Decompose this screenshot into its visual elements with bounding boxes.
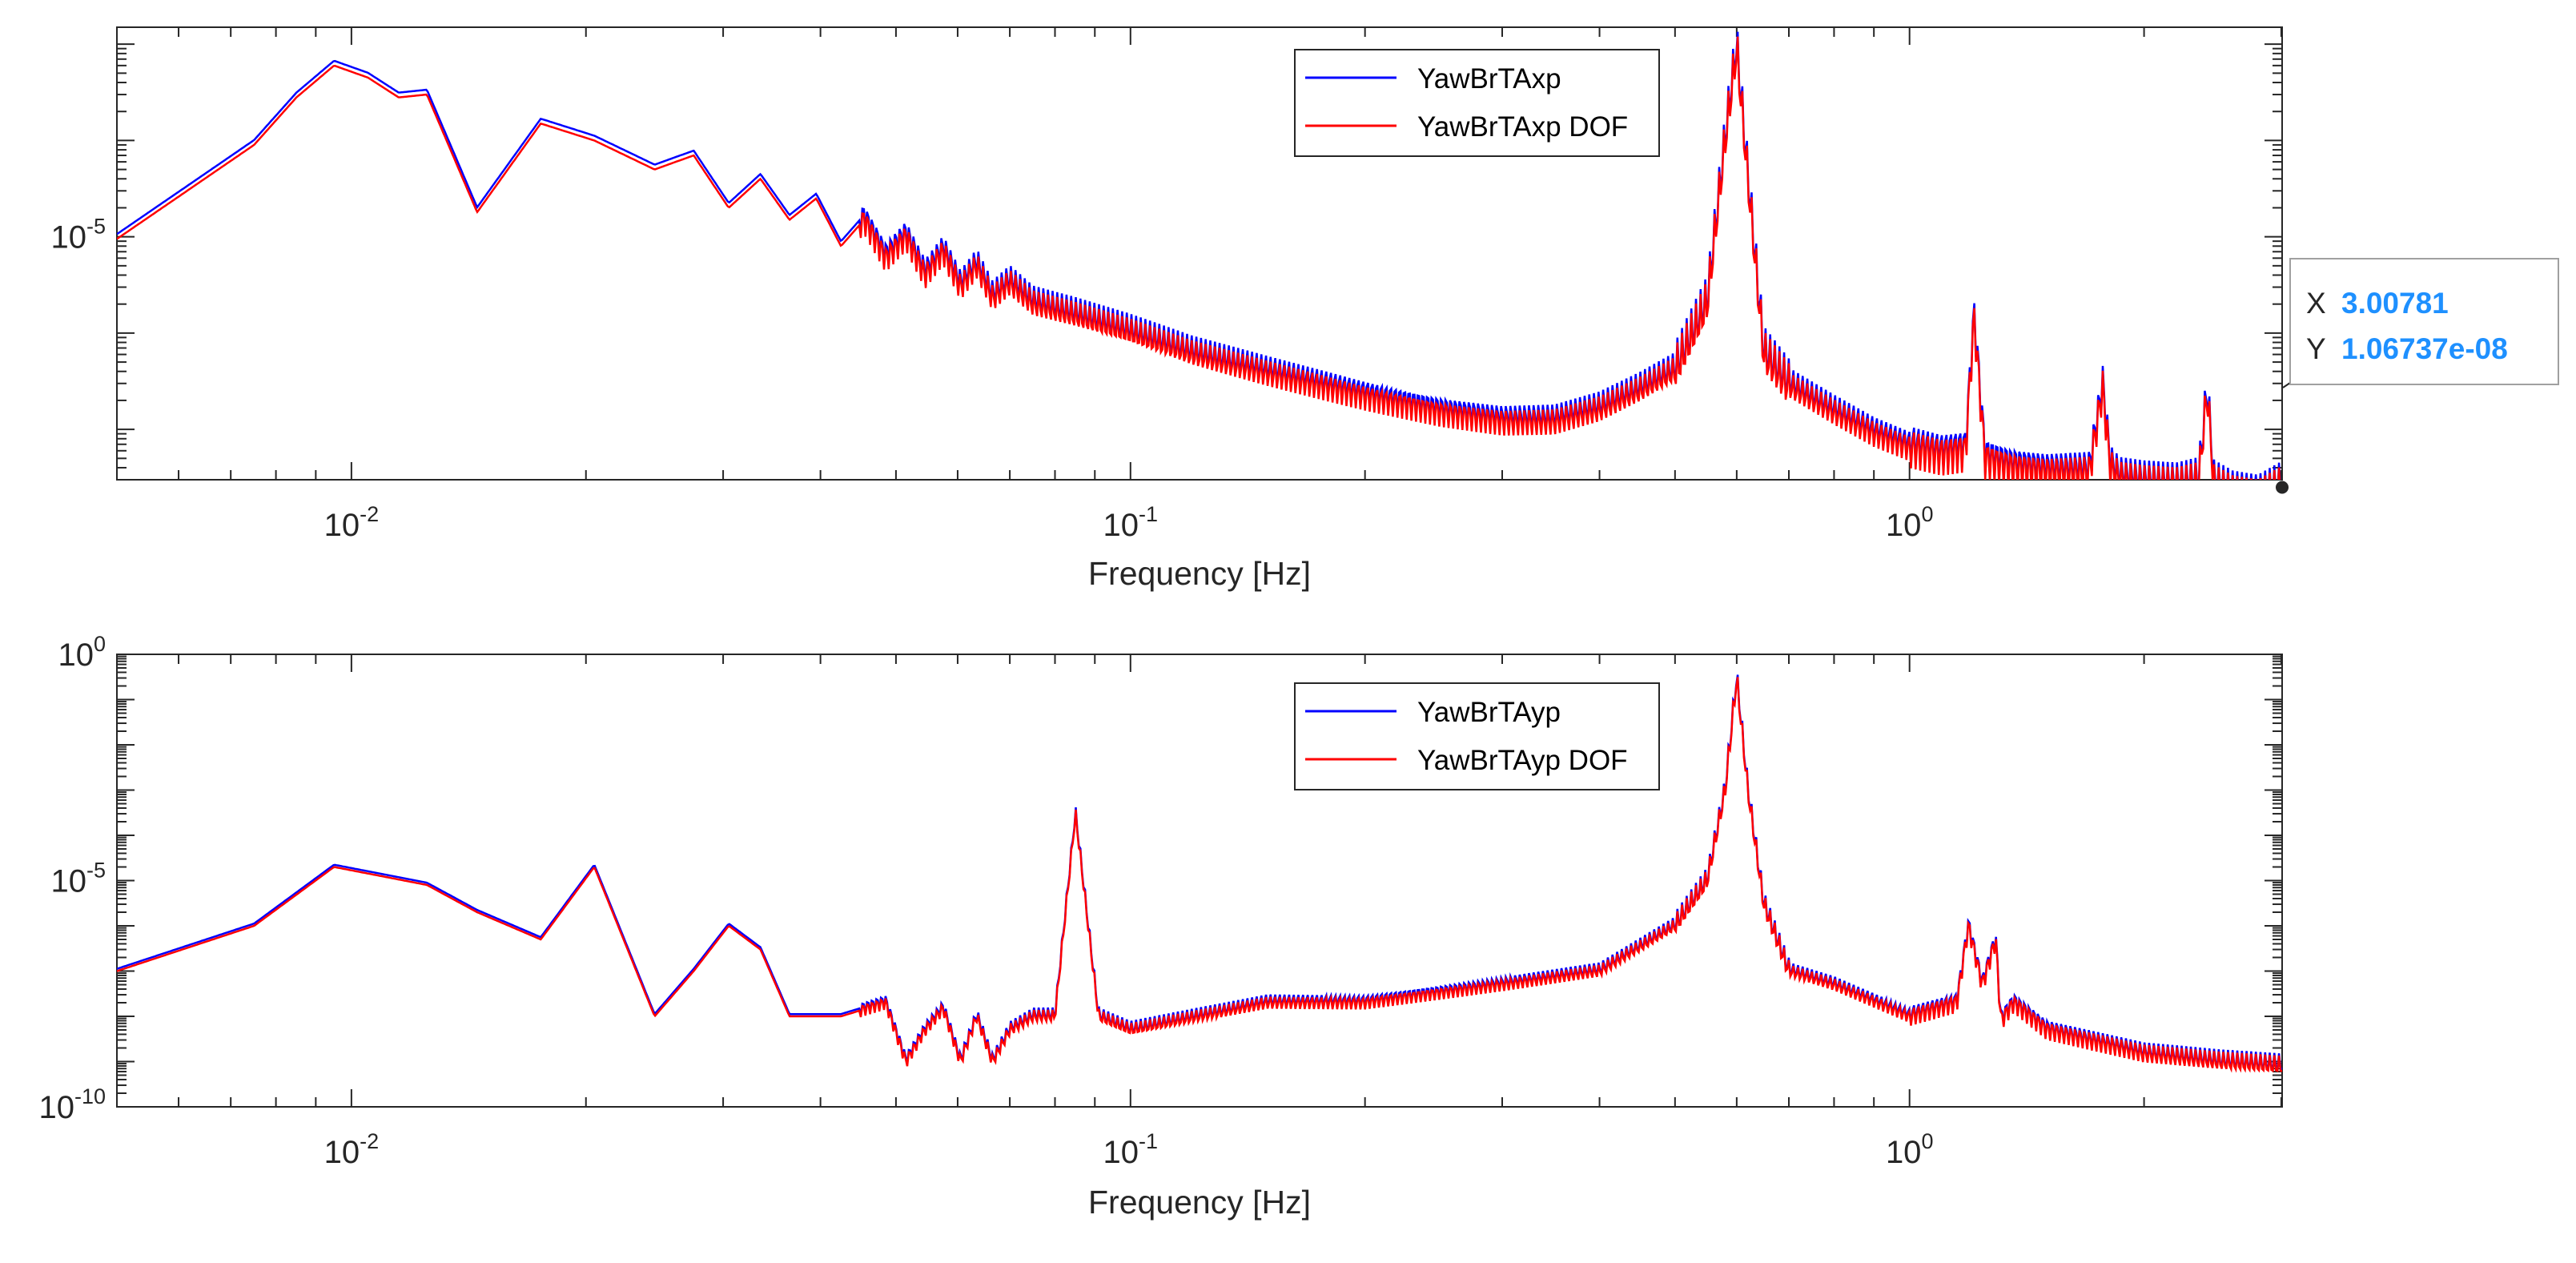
bottom-plot-area (116, 654, 2283, 1108)
top-legend-label-1: YawBrTAxp (1417, 63, 1561, 95)
bottom-series-group (117, 674, 2282, 1073)
data-tip-leader (2282, 382, 2291, 388)
top-legend-label-2: YawBrTAxp DOF (1417, 111, 1628, 143)
x-tick-label: 100 (1886, 1129, 1934, 1170)
x-tick-label: 10-2 (324, 1129, 380, 1170)
bottom-subplot: 10-2 10-1 100 100 10-5 10-10 Frequency [Hz] Y… (38, 632, 2283, 1221)
bottom-tick-labels: 10-2 10-1 100 100 10-5 10-10 (38, 632, 1933, 1170)
x-tick-label: 10-1 (1103, 1129, 1159, 1170)
bottom-legend: YawBrTAyp YawBrTAyp DOF (1294, 682, 1660, 790)
x-tick-label: 10-2 (324, 502, 380, 543)
data-tip[interactable]: X 3.00781 Y 1.06737e-08 (2276, 258, 2559, 494)
bottom-legend-label-1: YawBrTAyp (1417, 697, 1561, 728)
data-tip-x-label: X (2306, 287, 2326, 320)
top-axis-ticks (116, 27, 2282, 481)
data-tip-y-label: Y (2306, 332, 2326, 365)
top-tick-labels: 10-2 10-1 100 10-5 (50, 215, 1933, 543)
data-tip-marker[interactable] (2276, 481, 2289, 494)
top-series-group (117, 31, 2281, 480)
bottom-legend-box (1294, 682, 1660, 790)
top-x-axis-label: Frequency [Hz] (1088, 555, 1311, 592)
top-legend-box (1294, 49, 1660, 157)
x-tick-label: 100 (1886, 502, 1934, 543)
data-tip-y-value: 1.06737e-08 (2341, 332, 2508, 365)
bottom-axis-ticks (116, 654, 2282, 1108)
data-tip-x-value: 3.00781 (2341, 287, 2449, 320)
data-tip-box (2289, 258, 2559, 385)
y-tick-label: 10-5 (50, 859, 106, 899)
y-tick-label: 10-10 (38, 1084, 106, 1125)
bottom-x-axis-label: Frequency [Hz] (1088, 1184, 1311, 1221)
top-legend: YawBrTAxp YawBrTAxp DOF (1294, 49, 1660, 157)
y-tick-label: 100 (58, 632, 106, 673)
top-subplot: 10-2 10-1 100 10-5 Frequency [Hz] YawBrTAxp… (50, 26, 2559, 592)
y-tick-label: 10-5 (50, 215, 106, 255)
bottom-legend-label-2: YawBrTAyp DOF (1417, 745, 1628, 776)
series-line-2-red (117, 677, 2282, 1073)
x-tick-label: 10-1 (1103, 502, 1159, 543)
series-line-1-red (117, 36, 2281, 480)
top-plot-area (116, 26, 2283, 481)
